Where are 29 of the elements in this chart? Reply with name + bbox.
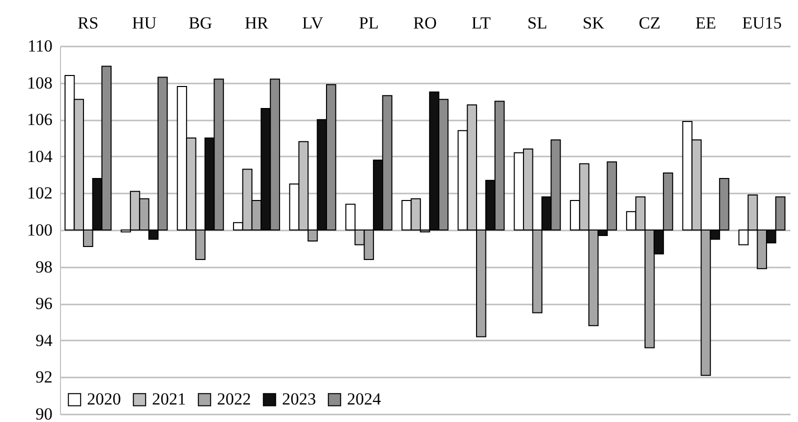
x-tick-label: LV: [302, 14, 324, 32]
y-tick-label: 100: [27, 220, 52, 240]
x-tick-label: HR: [244, 14, 270, 32]
x-tick-label: LT: [472, 14, 492, 32]
y-tick-label: 90: [36, 404, 52, 422]
x-tick-label: CZ: [638, 14, 660, 32]
x-tick-label: EU15: [742, 14, 782, 32]
x-tick-label: RO: [413, 14, 437, 32]
x-tick-label: PL: [358, 14, 379, 32]
y-tick-label: 96: [36, 294, 52, 314]
legend-label: 2020: [87, 390, 121, 409]
y-tick-label: 110: [28, 36, 52, 56]
y-tick-label: 106: [27, 110, 52, 130]
legend-label: 2024: [347, 390, 382, 409]
y-tick-label: 94: [36, 330, 53, 350]
x-tick-label: HU: [132, 14, 157, 32]
x-tick-label: RS: [78, 14, 98, 32]
y-tick-label: 98: [36, 257, 52, 276]
x-tick-label: EE: [695, 14, 716, 32]
legend-label: 2022: [217, 390, 251, 409]
y-tick-label: 102: [27, 184, 52, 203]
legend-label: 2021: [152, 390, 186, 409]
y-tick-label: 104: [27, 146, 53, 166]
x-tick-label: SK: [582, 14, 606, 32]
legend-label: 2023: [282, 390, 316, 409]
y-tick-label: 92: [36, 368, 52, 387]
x-tick-label: BG: [188, 14, 212, 32]
y-tick-label: 108: [27, 73, 52, 92]
x-tick-label: SL: [527, 14, 548, 32]
